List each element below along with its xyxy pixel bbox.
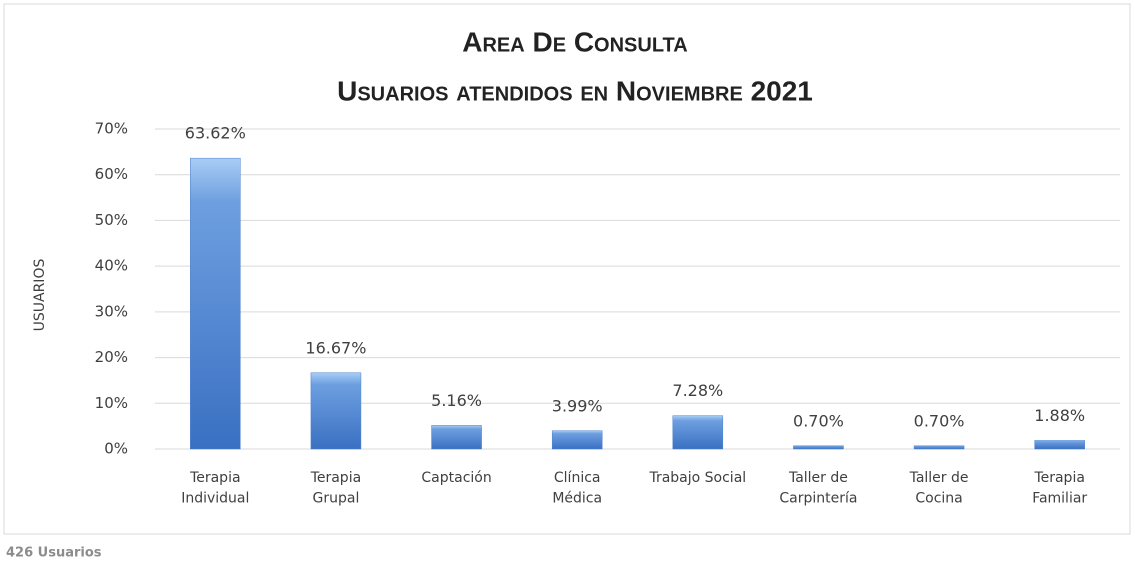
y-axis-label: USUARIOS [32,259,48,332]
x-tick-label: Clínica Médica [552,470,602,506]
x-tick-label: Captación [421,470,491,486]
y-tick-label: 60% [95,165,128,183]
bar [190,157,241,450]
data-label: 16.67% [305,338,366,357]
data-label: 1.88% [1034,406,1085,425]
chart-title: Area De Consulta [462,26,687,57]
x-tick-label: Terapia Grupal [310,470,361,506]
bar [672,415,724,450]
y-tick-label: 30% [95,302,128,320]
data-label: 0.70% [793,411,844,430]
data-label: 63.62% [185,124,246,143]
x-tick-label: Terapia Familiar [1032,470,1087,506]
x-tick-label: Terapia Individual [181,470,249,506]
y-tick-label: 40% [95,257,128,275]
data-label: 5.16% [431,391,482,410]
x-tick-label: Taller de Carpintería [779,470,857,506]
bar [913,445,965,450]
y-tick-label: 0% [104,440,128,458]
data-label: 3.99% [552,396,603,415]
y-tick-label: 50% [95,211,128,229]
x-tick-label: Trabajo Social [648,470,746,486]
bar [1034,440,1085,450]
data-label: 0.70% [914,411,965,430]
bar [310,372,362,450]
chart-subtitle: Usuarios atendidos en Noviembre 2021 [337,75,813,106]
bar [793,445,844,450]
bar [431,425,482,450]
annotation: 426 Usuarios [6,546,102,561]
bar [551,430,603,450]
data-label: 7.28% [672,381,723,400]
y-tick-label: 10% [95,394,128,412]
x-tick-label: Taller de Cocina [909,470,969,506]
y-tick-label: 70% [95,120,128,138]
y-tick-label: 20% [95,348,128,366]
